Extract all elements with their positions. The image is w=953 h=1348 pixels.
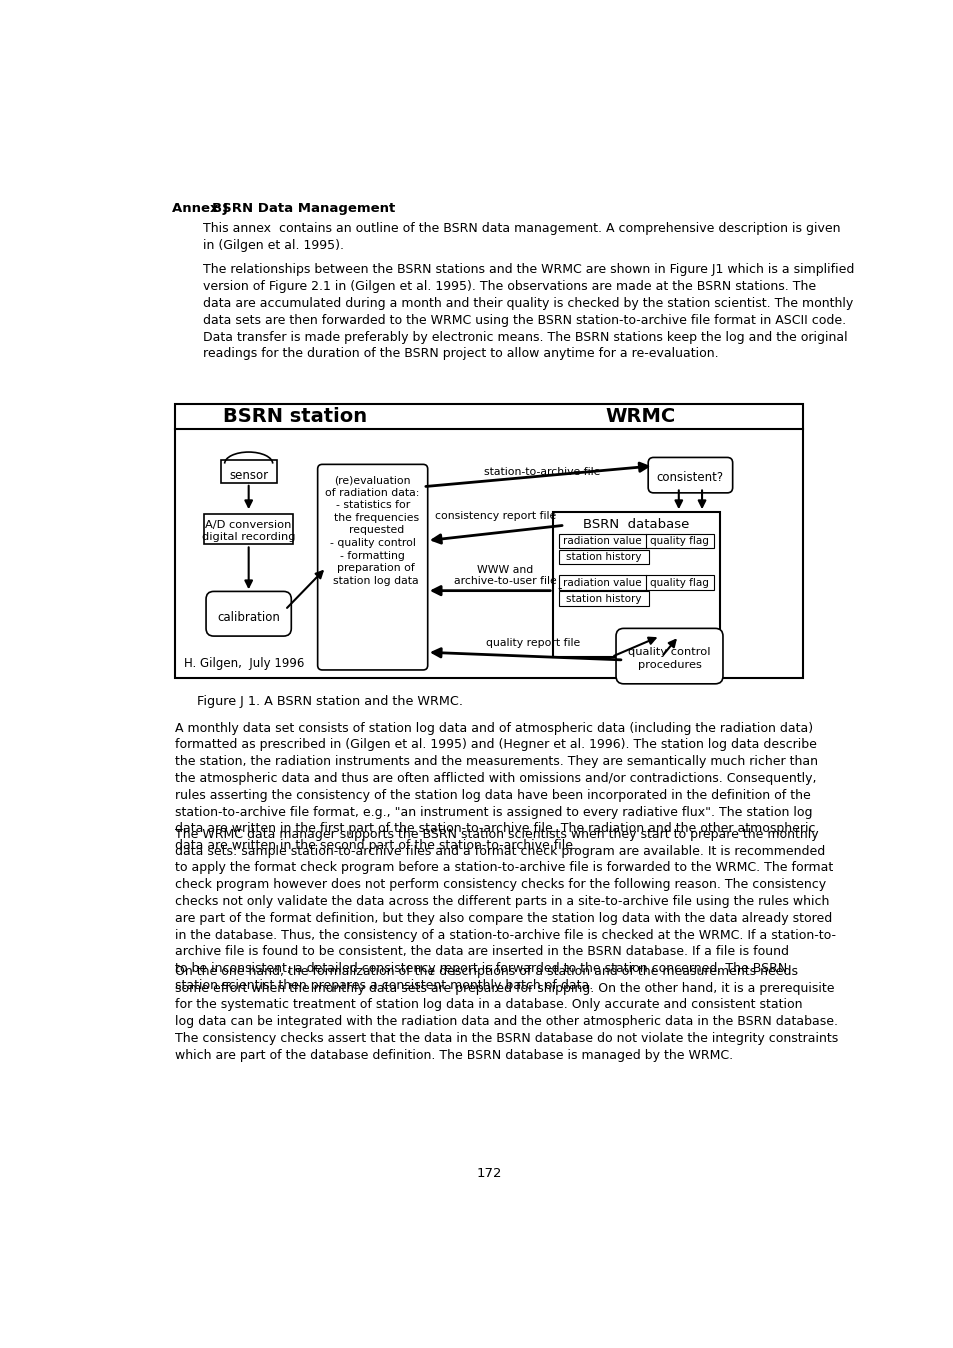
Text: Figure J 1. A BSRN station and the WRMC.: Figure J 1. A BSRN station and the WRMC. bbox=[196, 694, 462, 708]
Text: 172: 172 bbox=[476, 1166, 501, 1180]
Text: station history: station history bbox=[566, 553, 641, 562]
Text: BSRN Data Management: BSRN Data Management bbox=[212, 202, 395, 214]
Text: radiation value: radiation value bbox=[562, 577, 641, 588]
Text: Annex J: Annex J bbox=[172, 202, 228, 214]
FancyBboxPatch shape bbox=[647, 457, 732, 493]
Text: station history: station history bbox=[566, 593, 641, 604]
Text: sensor: sensor bbox=[229, 469, 268, 481]
Text: A monthly data set consists of station log data and of atmospheric data (includi: A monthly data set consists of station l… bbox=[174, 721, 817, 852]
Text: -: - bbox=[557, 582, 561, 594]
Text: WRMC: WRMC bbox=[604, 407, 675, 426]
Text: H. Gilgen,  July 1996: H. Gilgen, July 1996 bbox=[184, 656, 304, 670]
Text: This annex  contains an outline of the BSRN data management. A comprehensive des: This annex contains an outline of the BS… bbox=[203, 222, 840, 252]
Bar bbox=[558, 534, 713, 549]
Text: digital recording: digital recording bbox=[202, 531, 295, 542]
Text: BSRN  database: BSRN database bbox=[583, 518, 689, 531]
Text: quality flag: quality flag bbox=[650, 537, 708, 546]
FancyBboxPatch shape bbox=[206, 592, 291, 636]
FancyBboxPatch shape bbox=[317, 464, 427, 670]
Text: The WRMC data manager supports the BSRN station scientists when they start to pr: The WRMC data manager supports the BSRN … bbox=[174, 828, 835, 992]
Text: procedures: procedures bbox=[637, 661, 700, 670]
Text: On the one hand, the formalization of the descriptions of a station and of the m: On the one hand, the formalization of th… bbox=[174, 965, 838, 1062]
Text: consistency report file: consistency report file bbox=[435, 511, 556, 522]
Bar bbox=[558, 592, 648, 607]
Text: quality flag: quality flag bbox=[650, 577, 708, 588]
Text: calibration: calibration bbox=[217, 611, 280, 624]
Bar bbox=[174, 404, 802, 678]
Text: consistent?: consistent? bbox=[657, 470, 723, 484]
Text: quality report file: quality report file bbox=[485, 639, 579, 648]
Bar bbox=[558, 550, 648, 565]
Text: BSRN station: BSRN station bbox=[223, 407, 367, 426]
Text: (re)evaluation
of radiation data:
- statistics for
  the frequencies
  requested: (re)evaluation of radiation data: - stat… bbox=[325, 474, 419, 585]
Text: station-to-archive file: station-to-archive file bbox=[483, 468, 599, 477]
Text: A/D conversion: A/D conversion bbox=[205, 520, 292, 530]
Text: quality control: quality control bbox=[628, 647, 710, 658]
Bar bbox=[553, 512, 720, 656]
Bar bbox=[558, 576, 713, 590]
Bar bbox=[220, 460, 276, 483]
Text: archive-to-user file: archive-to-user file bbox=[454, 576, 557, 586]
Text: The relationships between the BSRN stations and the WRMC are shown in Figure J1 : The relationships between the BSRN stati… bbox=[203, 263, 854, 360]
Bar bbox=[204, 514, 293, 545]
Text: WWW and: WWW and bbox=[476, 565, 533, 576]
Text: radiation value: radiation value bbox=[562, 537, 641, 546]
FancyBboxPatch shape bbox=[616, 628, 722, 683]
